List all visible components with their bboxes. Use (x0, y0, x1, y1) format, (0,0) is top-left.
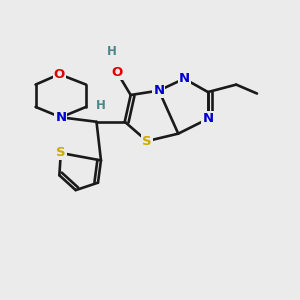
Text: O: O (54, 68, 65, 81)
Text: N: N (202, 112, 214, 125)
Text: H: H (106, 45, 116, 58)
Text: O: O (112, 66, 123, 79)
Text: N: N (153, 84, 164, 97)
Text: S: S (56, 146, 66, 160)
Text: N: N (178, 72, 190, 85)
Text: S: S (142, 135, 152, 148)
Text: H: H (96, 99, 106, 112)
Text: N: N (55, 111, 66, 124)
